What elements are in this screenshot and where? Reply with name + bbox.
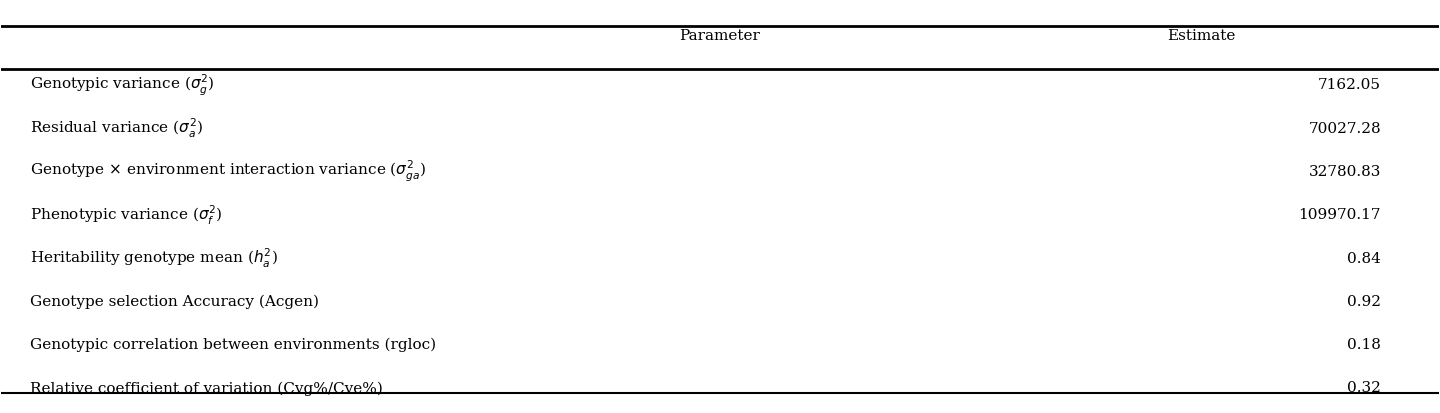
Text: Estimate: Estimate xyxy=(1168,28,1236,43)
Text: 109970.17: 109970.17 xyxy=(1299,208,1381,222)
Text: Parameter: Parameter xyxy=(680,28,760,43)
Text: Genotypic correlation between environments (rgloc): Genotypic correlation between environmen… xyxy=(30,337,436,351)
Text: Residual variance ($\sigma^{2}_{a}$): Residual variance ($\sigma^{2}_{a}$) xyxy=(30,117,203,140)
Text: 7162.05: 7162.05 xyxy=(1318,78,1381,92)
Text: 0.32: 0.32 xyxy=(1348,380,1381,394)
Text: Phenotypic variance ($\sigma^{2}_{f}$): Phenotypic variance ($\sigma^{2}_{f}$) xyxy=(30,203,223,226)
Text: Relative coefficient of variation (Cvg%/Cve%): Relative coefficient of variation (Cvg%/… xyxy=(30,380,383,394)
Text: Genotypic variance ($\sigma^{2}_{g}$): Genotypic variance ($\sigma^{2}_{g}$) xyxy=(30,73,215,98)
Text: Genotype selection Accuracy (Acgen): Genotype selection Accuracy (Acgen) xyxy=(30,294,320,308)
Text: 70027.28: 70027.28 xyxy=(1309,121,1381,135)
Text: 0.92: 0.92 xyxy=(1348,294,1381,308)
Text: 32780.83: 32780.83 xyxy=(1309,164,1381,178)
Text: 0.84: 0.84 xyxy=(1348,251,1381,265)
Text: 0.18: 0.18 xyxy=(1348,337,1381,351)
Text: Heritability genotype mean ($h^{2}_{a}$): Heritability genotype mean ($h^{2}_{a}$) xyxy=(30,246,278,269)
Text: Genotype $\times$ environment interaction variance ($\sigma^{2}_{ga}$): Genotype $\times$ environment interactio… xyxy=(30,159,426,184)
